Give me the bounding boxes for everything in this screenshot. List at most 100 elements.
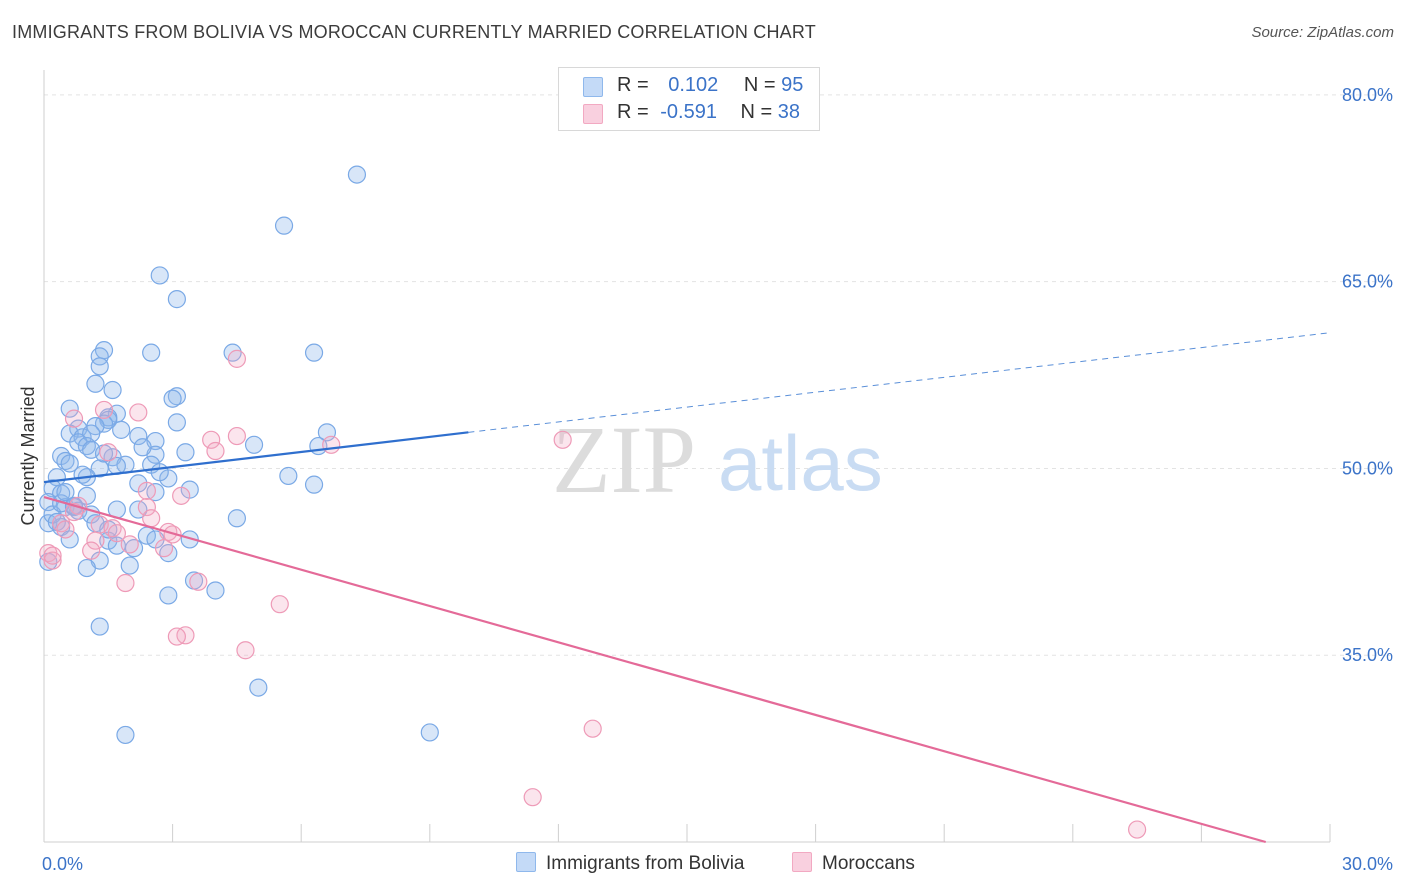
legend-r-label: R =	[617, 74, 649, 96]
y-tick-label: 80.0%	[1342, 85, 1393, 105]
y-axis-title: Currently Married	[18, 386, 38, 525]
bolivia-point	[103, 380, 122, 400]
stats-legend: R = 0.102 N = 95 R = -0.591 N = 38	[558, 67, 820, 131]
legend-swatch-moroccans	[583, 104, 603, 124]
bolivia-point	[420, 723, 439, 742]
data-points	[39, 165, 1147, 839]
moroccans-point	[227, 426, 246, 446]
legend-swatch-bolivia	[583, 77, 603, 97]
x-tick-label: 0.0%	[42, 854, 83, 874]
bolivia-point	[249, 678, 268, 697]
bolivia-point	[142, 343, 161, 362]
bolivia-point	[116, 725, 135, 745]
bolivia-point	[167, 290, 186, 309]
moroccans-point	[322, 435, 341, 454]
y-tick-label: 50.0%	[1342, 458, 1393, 478]
watermark-atlas: atlas	[718, 419, 883, 507]
moroccans-point	[129, 403, 148, 422]
moroccans-point	[142, 509, 161, 528]
source-label: Source: ZipAtlas.com	[1251, 24, 1394, 41]
bolivia-point	[90, 617, 109, 636]
legend-n-value: 38	[777, 101, 801, 123]
moroccans-point	[523, 788, 542, 807]
bolivia-point	[90, 347, 109, 366]
bottom-legend-swatch-moroccans	[792, 852, 812, 872]
moroccans-point	[64, 409, 84, 428]
bolivia-point	[77, 558, 96, 578]
moroccans-point	[82, 541, 101, 560]
moroccans-point	[553, 430, 572, 449]
moroccans-point	[137, 497, 156, 517]
bolivia-point	[60, 530, 79, 549]
bolivia-point	[227, 509, 246, 528]
legend-n-value: 95	[781, 74, 804, 96]
moroccans-point	[206, 441, 225, 461]
moroccans-point	[86, 531, 105, 550]
grid-lines	[44, 94, 1392, 656]
bottom-legend-bolivia: Immigrants from Bolivia	[516, 852, 745, 875]
moroccans-point	[43, 546, 62, 565]
bolivia-point	[163, 389, 182, 408]
moroccans-point	[172, 486, 191, 505]
watermark: ZIP atlas	[552, 406, 883, 513]
bolivia-point	[129, 426, 148, 446]
chart-title: IMMIGRANTS FROM BOLIVIA VS MOROCCAN CURR…	[12, 22, 816, 42]
bottom-legend-swatch-bolivia	[516, 852, 536, 872]
x-tick-label: 30.0%	[1342, 854, 1393, 874]
legend-n-label: N =	[740, 101, 773, 123]
bolivia-point	[60, 454, 79, 473]
bolivia-point	[150, 463, 169, 482]
moroccans-point	[116, 573, 135, 593]
moroccans-point	[154, 539, 174, 558]
moroccans-point	[583, 719, 602, 738]
moroccans-point	[189, 572, 208, 591]
bolivia-point	[112, 420, 131, 439]
bolivia-point	[347, 165, 367, 184]
bottom-legend-moroccans: Moroccans	[792, 852, 915, 875]
moroccans-point	[43, 551, 62, 570]
legend-n-label: N =	[743, 74, 776, 96]
bolivia-point	[86, 374, 105, 393]
bolivia-point	[180, 530, 199, 549]
bolivia-point	[167, 413, 186, 432]
trend-lines	[43, 332, 1331, 844]
moroccans-point	[99, 443, 118, 462]
legend-r-value: -0.591	[660, 101, 717, 123]
moroccans-point	[137, 481, 156, 500]
legend-r-label: R =	[617, 101, 649, 123]
bolivia-point	[244, 435, 264, 454]
bolivia-point	[133, 438, 152, 457]
moroccans-point	[202, 430, 221, 449]
bolivia-point	[274, 216, 294, 235]
bolivia-point	[279, 466, 298, 486]
moroccans-point	[107, 524, 126, 543]
moroccans-point	[167, 627, 186, 646]
bolivia-point	[304, 343, 324, 362]
moroccans-trend-line	[43, 496, 1266, 844]
bolivia-point	[56, 483, 75, 502]
bolivia-point	[206, 581, 225, 600]
bolivia-point	[120, 556, 139, 575]
moroccans-point	[120, 535, 139, 554]
bolivia-point	[60, 399, 79, 418]
moroccans-point	[1127, 820, 1147, 839]
bolivia-trend-line	[43, 431, 469, 484]
bolivia-point	[150, 266, 169, 285]
moroccans-point	[270, 595, 289, 614]
bolivia-point	[159, 586, 178, 605]
moroccans-point	[94, 400, 114, 420]
y-tick-label: 35.0%	[1342, 645, 1393, 665]
bolivia-point	[90, 357, 109, 376]
moroccans-point	[56, 520, 75, 539]
bolivia-point	[304, 475, 324, 494]
axes	[43, 70, 1331, 843]
y-tick-label: 65.0%	[1342, 272, 1393, 292]
bottom-legend-label: Moroccans	[822, 853, 915, 874]
legend-r-value: 0.102	[668, 74, 719, 96]
bolivia-point	[176, 443, 195, 462]
moroccans-point	[227, 349, 246, 368]
bolivia-trend-extension	[468, 332, 1331, 433]
watermark-zip: ZIP	[552, 406, 696, 513]
bottom-legend-label: Immigrants from Bolivia	[546, 853, 745, 874]
